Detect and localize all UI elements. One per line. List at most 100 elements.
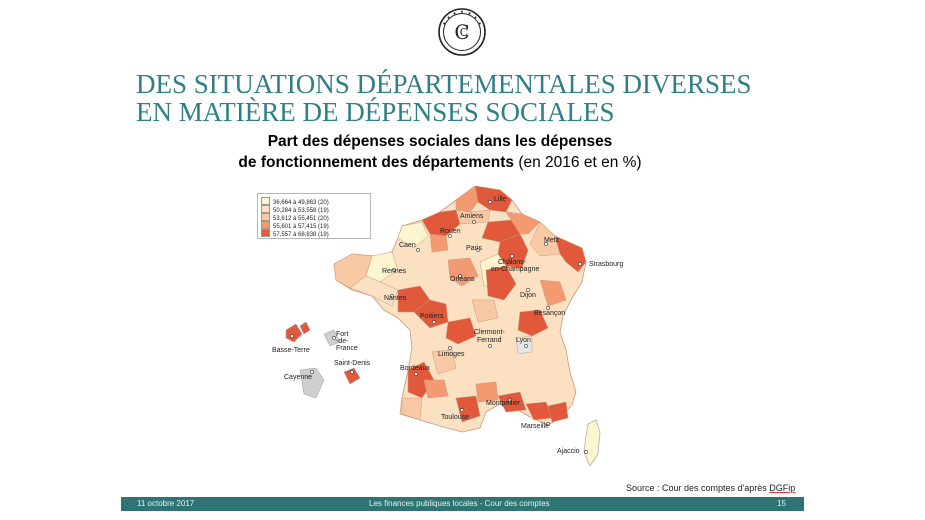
source-note: Source : Cour des comptes d'après DGFip <box>626 483 795 493</box>
dept-landes <box>401 397 423 421</box>
svg-text:C: C <box>460 26 468 39</box>
dept-rhone <box>515 335 533 355</box>
city-label: Metz <box>544 237 560 244</box>
dept-allier <box>471 299 499 323</box>
overseas-label: -de- <box>336 338 349 345</box>
legend-label: 53,612 à 55,451 (20) <box>273 216 329 222</box>
city-label: en-Champagne <box>491 266 539 273</box>
marker-ajaccio <box>584 450 588 454</box>
marker-rennes <box>392 268 396 272</box>
marker-metz <box>544 242 548 246</box>
title-line-2: EN MATIÈRE DE DÉPENSES SOCIALES <box>136 97 615 127</box>
dept-ardennes <box>505 211 541 235</box>
footer-date: 11 octobre 2017 <box>137 499 195 508</box>
subtitle-line-1: Part des dépenses sociales dans les dépe… <box>267 133 613 150</box>
footer-bar: 11 octobre 2017 Les finances publiques l… <box>121 497 804 511</box>
dept-var <box>547 401 569 423</box>
map-legend: 36,664 à 49,863 (20) 50,284 à 53,558 (19… <box>257 193 371 239</box>
city-label: Paris <box>466 245 482 252</box>
marker-caen <box>416 248 420 252</box>
legend-label: 55,601 à 57,415 (19) <box>273 224 329 230</box>
legend-swatch <box>261 229 270 237</box>
dept-herault <box>497 391 527 413</box>
city-label: Ajaccio <box>557 448 580 455</box>
legend-item: 55,601 à 57,415 (19) <box>261 221 329 230</box>
overseas-label: Fort <box>336 331 349 338</box>
marker-nantes <box>390 294 394 298</box>
legend-swatch <box>261 221 270 229</box>
city-label: Montpellier <box>486 400 521 407</box>
source-prefix: Source : Cour des comptes d'après <box>626 483 770 493</box>
marker-bordeaux <box>414 372 418 376</box>
city-label: Caen <box>399 242 416 249</box>
marker-lyon <box>524 344 528 348</box>
city-label: Dijon <box>520 292 536 299</box>
cour-des-comptes-logo: C C <box>438 8 486 56</box>
city-label: Clermont- <box>474 329 505 336</box>
guadeloupe <box>285 321 311 343</box>
marker-besancon <box>546 306 550 310</box>
legend-swatch <box>261 205 270 213</box>
marker-strasbourg <box>578 262 582 266</box>
source-dgfip: DGFip <box>769 483 796 493</box>
marker-dijon <box>526 288 530 292</box>
city-label: Marseille <box>521 423 549 430</box>
dept-bas-rhin <box>554 235 587 273</box>
dept-creuse <box>445 317 477 345</box>
legend-item: 53,612 à 55,451 (20) <box>261 213 329 222</box>
subtitle-line-2-rest: (en 2016 et en %) <box>514 154 642 171</box>
dept-ille-et-vilaine <box>365 251 399 283</box>
marker-orleans <box>458 274 462 278</box>
marker-paris <box>476 248 480 252</box>
dept-dordogne <box>431 349 457 375</box>
overseas-label: Saint-Denis <box>334 360 371 367</box>
marker-rouen <box>448 234 452 238</box>
legend-swatch <box>261 197 270 205</box>
marker-marseille <box>546 422 550 426</box>
dept-haute-garonne <box>455 395 481 423</box>
dept-loire-atlantique <box>349 275 399 307</box>
city-label: Besançon <box>534 310 565 317</box>
marker-basse-terre <box>290 334 294 338</box>
reunion <box>343 367 361 385</box>
city-label: Strasbourg <box>589 261 623 268</box>
city-label: Toulouse <box>441 414 469 421</box>
marker-toulouse <box>460 408 464 412</box>
marker-chalons <box>510 254 514 258</box>
dept-eure <box>429 233 449 253</box>
dept-lot-et-garonne <box>423 379 449 399</box>
martinique <box>323 329 341 347</box>
city-label: Lille <box>494 196 507 203</box>
marker-clermont <box>488 344 492 348</box>
marker-amiens <box>472 220 476 224</box>
page-title: DES SITUATIONS DÉPARTEMENTALES DIVERSES … <box>136 70 836 126</box>
overseas-label: Cayenne <box>284 374 312 381</box>
title-line-1: DES SITUATIONS DÉPARTEMENTALES DIVERSES <box>136 69 752 99</box>
dept-calvados <box>397 221 429 249</box>
dept-jura <box>539 279 567 307</box>
city-label: Nantes <box>384 295 407 302</box>
legend-swatch <box>261 213 270 221</box>
city-label: Rennes <box>382 268 407 275</box>
france-departments-map: Lille Amiens Rouen Caen Paris Metz Stras… <box>272 185 623 467</box>
guyane <box>299 367 325 399</box>
marker-fort-de-france <box>332 336 336 340</box>
city-label: Rouen <box>440 228 461 235</box>
marker-limoges <box>448 346 452 350</box>
dept-ain-savoie <box>517 309 549 337</box>
city-label: Limoges <box>438 351 465 358</box>
city-label: Bordeaux <box>400 365 430 372</box>
dept-tarn <box>475 381 499 403</box>
legend-item: 36,664 à 49,863 (20) <box>261 197 329 206</box>
marker-montpellier <box>508 398 512 402</box>
city-label: Amiens <box>460 213 484 220</box>
dept-pas-de-calais <box>455 185 479 213</box>
dept-moselle <box>529 221 561 257</box>
marker-poitiers <box>432 320 436 324</box>
legend-label: 50,284 à 53,558 (19) <box>273 208 329 214</box>
city-label: Poitiers <box>420 313 444 320</box>
legend-item: 50,284 à 53,558 (19) <box>261 205 329 214</box>
map-subtitle: Part des dépenses sociales dans les dépe… <box>200 131 680 173</box>
overseas-label: Basse-Terre <box>272 347 310 354</box>
legend-item: 57,557 à 68,838 (19) <box>261 229 329 238</box>
